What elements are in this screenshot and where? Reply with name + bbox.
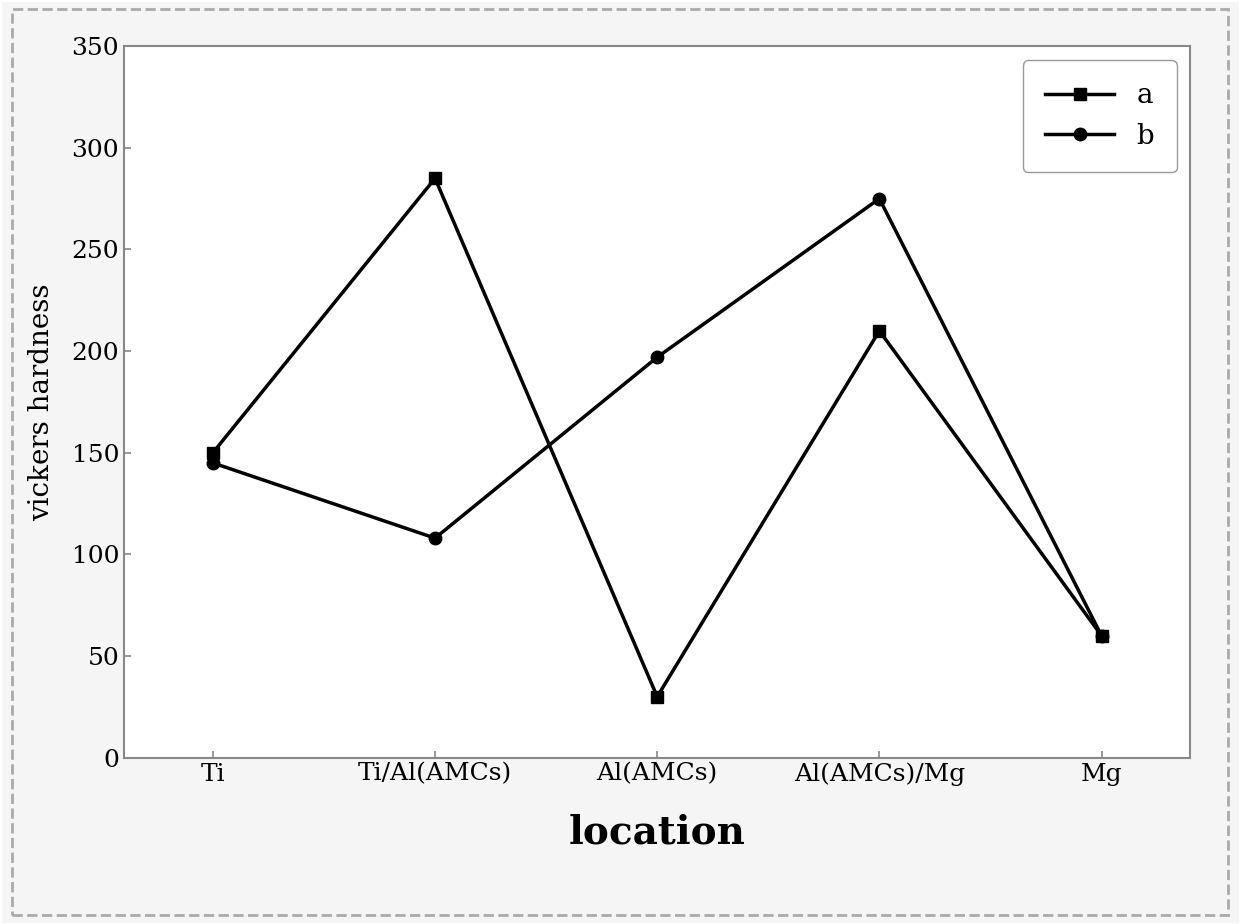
Y-axis label: vickers hardness: vickers hardness — [27, 283, 55, 521]
b — [428, 532, 443, 543]
a — [872, 325, 887, 336]
b — [872, 193, 887, 204]
b — [650, 352, 665, 363]
Line: b: b — [207, 192, 1107, 642]
b — [1094, 630, 1109, 641]
b — [206, 457, 221, 468]
X-axis label: location: location — [569, 814, 745, 852]
a — [1094, 630, 1109, 641]
a — [206, 447, 221, 458]
a — [650, 691, 665, 702]
Line: a: a — [207, 172, 1107, 703]
a — [428, 173, 443, 184]
Legend: a, b: a, b — [1023, 60, 1177, 173]
